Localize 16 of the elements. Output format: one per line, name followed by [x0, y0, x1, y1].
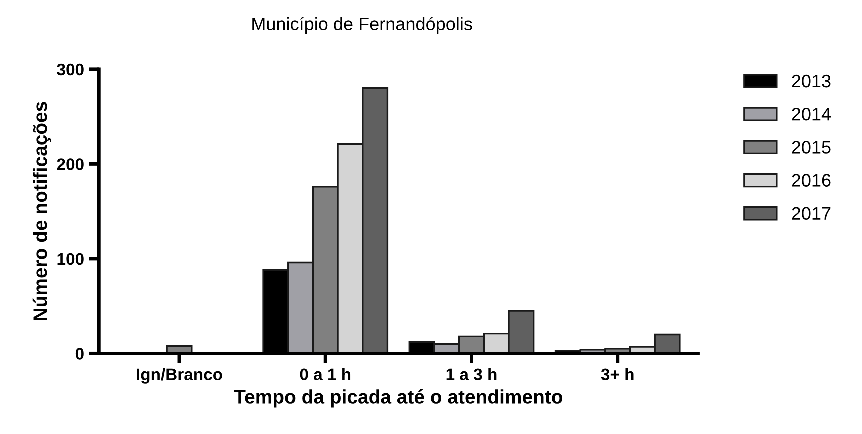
- y-tick-label: 200: [57, 158, 84, 170]
- y-tick-label: 100: [58, 253, 84, 266]
- x-axis-title: Tempo da picada até o atendimento: [234, 389, 563, 408]
- legend-label: 2016: [792, 174, 831, 187]
- y-axis-title: Número de notificações: [32, 102, 52, 320]
- y-tick-label: 300: [57, 64, 84, 76]
- chart-title: Município de Fernandópolis: [252, 17, 472, 34]
- legend-label: 2015: [792, 141, 831, 154]
- x-tick-label: 0 a 1 h: [300, 368, 351, 381]
- legend-label: 2017: [792, 207, 831, 220]
- y-tick-label: 0: [76, 348, 84, 360]
- x-tick-label: 1 a 3 h: [446, 368, 497, 381]
- legend-label: 2014: [792, 108, 832, 121]
- x-tick-label: Ign/Branco: [137, 368, 222, 384]
- legend-label: 2013: [792, 74, 831, 88]
- x-tick-label: 3+ h: [601, 368, 634, 381]
